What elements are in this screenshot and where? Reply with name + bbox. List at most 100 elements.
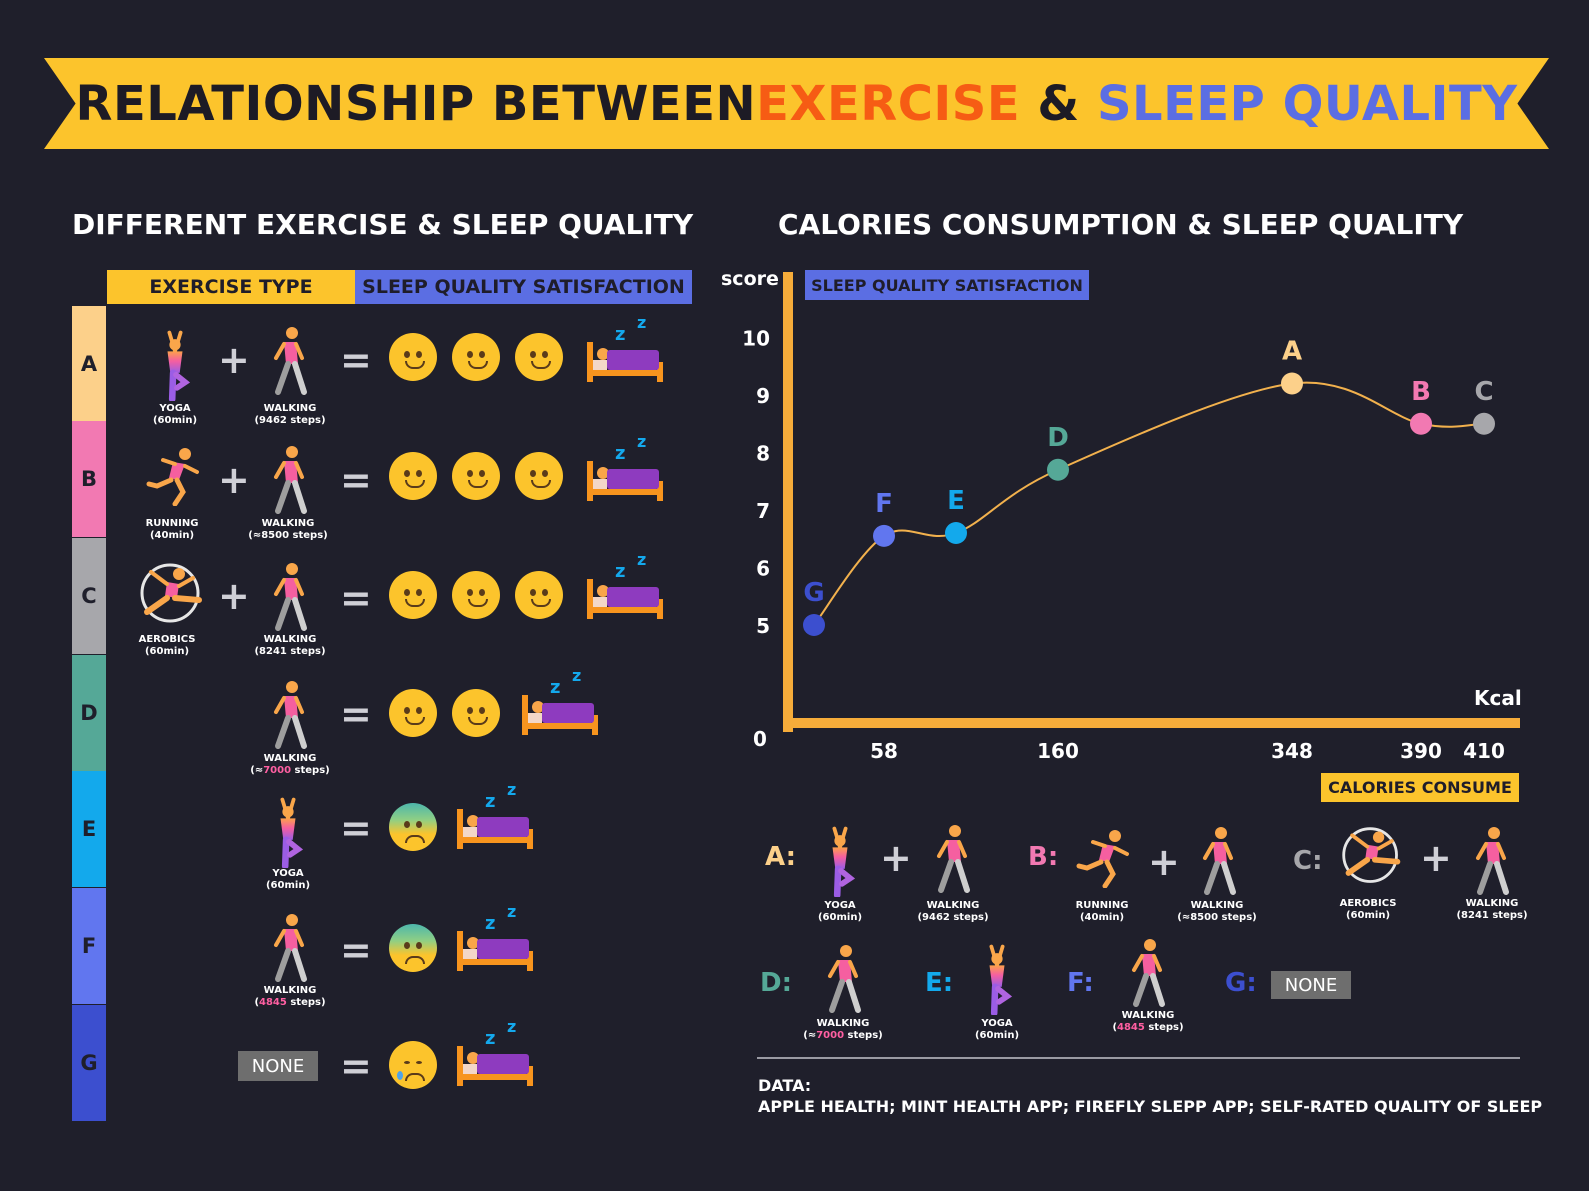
- smiley-face-icon: [452, 689, 500, 737]
- caption-running-b: RUNNING (40min): [145, 518, 199, 541]
- row-label-g: G: [72, 1005, 106, 1121]
- x-tick-label: 160: [1037, 739, 1079, 763]
- walking-icon: [264, 326, 314, 396]
- bed-icon: [520, 667, 600, 737]
- x-axis-box: CALORIES CONSUME: [1321, 773, 1519, 802]
- caption-yoga-e: YOGA (60min): [265, 868, 311, 891]
- smiley-face-icon: [389, 333, 437, 381]
- x-tick-label: 348: [1271, 739, 1313, 763]
- plus-icon: +: [1420, 836, 1452, 880]
- walking-icon: [818, 944, 868, 1014]
- smiley-face-icon: [515, 333, 563, 381]
- title-part-2: EXERCISE: [756, 75, 1021, 132]
- caption-walking-b: WALKING (≈8500 steps): [248, 518, 328, 541]
- caption-walking-f: WALKING (4845 steps): [254, 985, 326, 1008]
- equals-icon: =: [340, 928, 372, 972]
- row-label-e: E: [72, 771, 106, 887]
- plus-icon: +: [218, 574, 250, 618]
- caption-aerobics-c: AEROBICS (60min): [138, 634, 196, 657]
- data-point-f: [873, 524, 895, 547]
- caption-walking-d: WALKING (≈7000 steps): [250, 753, 330, 776]
- data-point-g: [803, 614, 825, 636]
- plus-icon: +: [1148, 840, 1180, 884]
- line-chart: 5 6 7 8 9 10 58 160 348 390 410 G F E D A B C: [742, 272, 1520, 763]
- tired-face-icon: [389, 1041, 437, 1089]
- data-point-label-d: D: [1047, 423, 1069, 453]
- y-tick-label: 8: [756, 442, 770, 466]
- walking-icon: [927, 824, 977, 894]
- y-axis: [783, 272, 793, 732]
- smiley-face-icon: [515, 452, 563, 500]
- equals-icon: =: [340, 1044, 372, 1088]
- walking-icon: [264, 913, 314, 983]
- title-part-1: RELATIONSHIP BETWEEN: [75, 75, 757, 132]
- plus-icon: +: [218, 458, 250, 502]
- data-point-label-c: C: [1474, 377, 1493, 407]
- title-part-4: SLEEP QUALITY: [1096, 75, 1518, 132]
- smiley-face-icon: [452, 333, 500, 381]
- equals-icon: =: [340, 806, 372, 850]
- data-point-label-b: B: [1411, 377, 1431, 407]
- y-tick-label: 5: [756, 614, 770, 638]
- x-tick-label: 58: [870, 739, 898, 763]
- legend-letter-d: D:: [760, 968, 792, 998]
- y-tick-label: 9: [756, 384, 770, 408]
- legend-letter-e: E:: [925, 968, 954, 998]
- data-point-e: [945, 522, 967, 544]
- x-tick-label: 390: [1400, 739, 1442, 763]
- footer-data-label: DATA:: [758, 1076, 812, 1095]
- none-badge: NONE: [238, 1051, 318, 1081]
- equals-icon: =: [340, 576, 372, 620]
- left-section-title: DIFFERENT EXERCISE & SLEEP QUALITY: [72, 208, 694, 241]
- bed-icon: [455, 1018, 535, 1088]
- walking-icon: [1193, 826, 1243, 896]
- legend-caption-walking-c: WALKING (8241 steps): [1456, 898, 1528, 921]
- bed-icon: [455, 903, 535, 973]
- legend-caption-walking-f: WALKING (4845 steps): [1112, 1010, 1184, 1033]
- legend-none-badge: NONE: [1271, 971, 1351, 999]
- title-part-3: &: [1020, 75, 1097, 132]
- y-tick-label: 10: [742, 327, 770, 351]
- legend-letter-g: G:: [1225, 968, 1257, 998]
- plus-icon: +: [880, 836, 912, 880]
- smiley-face-icon: [389, 452, 437, 500]
- footer-sources: APPLE HEALTH; MINT HEALTH APP; FIREFLY S…: [758, 1097, 1543, 1116]
- walking-icon: [1466, 826, 1516, 896]
- data-point-d: [1047, 458, 1069, 481]
- right-section-title: CALORIES CONSUMPTION & SLEEP QUALITY: [778, 208, 1464, 241]
- row-label-b: B: [72, 421, 106, 537]
- yoga-icon: [150, 326, 200, 401]
- bed-icon: [455, 781, 535, 851]
- row-label-a: A: [72, 306, 106, 422]
- footer-divider: [757, 1057, 1520, 1059]
- legend-letter-c: C:: [1293, 846, 1323, 876]
- equals-icon: =: [340, 458, 372, 502]
- data-point-label-f: F: [875, 489, 893, 519]
- equals-icon: =: [340, 338, 372, 382]
- yoga-icon: [972, 940, 1022, 1015]
- x-axis-unit: Kcal: [1474, 686, 1522, 710]
- walking-icon: [264, 562, 314, 632]
- plus-icon: +: [218, 338, 250, 382]
- data-point-b: [1410, 412, 1432, 435]
- yoga-icon: [815, 822, 865, 897]
- yoga-icon: [263, 793, 313, 868]
- data-point-c: [1473, 412, 1495, 435]
- bed-icon: [585, 551, 665, 621]
- equals-icon: =: [340, 692, 372, 736]
- caption-yoga-a: YOGA (60min): [152, 403, 198, 426]
- x-tick-label: 410: [1463, 739, 1505, 763]
- walking-icon: [264, 680, 314, 750]
- x-axis: [783, 718, 1520, 728]
- data-point-a: [1281, 372, 1303, 395]
- smiley-face-icon: [452, 452, 500, 500]
- y-axis-box: SLEEP QUALITY SATISFACTION: [805, 270, 1089, 300]
- smiley-face-icon: [389, 689, 437, 737]
- legend-letter-b: B:: [1028, 842, 1059, 872]
- bed-icon: [585, 433, 665, 503]
- aerobics-icon: [1339, 822, 1405, 892]
- header-exercise-type: EXERCISE TYPE: [107, 270, 355, 304]
- header-sleep-quality: SLEEP QUALITY SATISFACTION: [355, 270, 692, 304]
- main-title: RELATIONSHIP BETWEEN EXERCISE & SLEEP QU…: [44, 58, 1549, 149]
- legend-caption-walking-d: WALKING (≈7000 steps): [803, 1018, 883, 1041]
